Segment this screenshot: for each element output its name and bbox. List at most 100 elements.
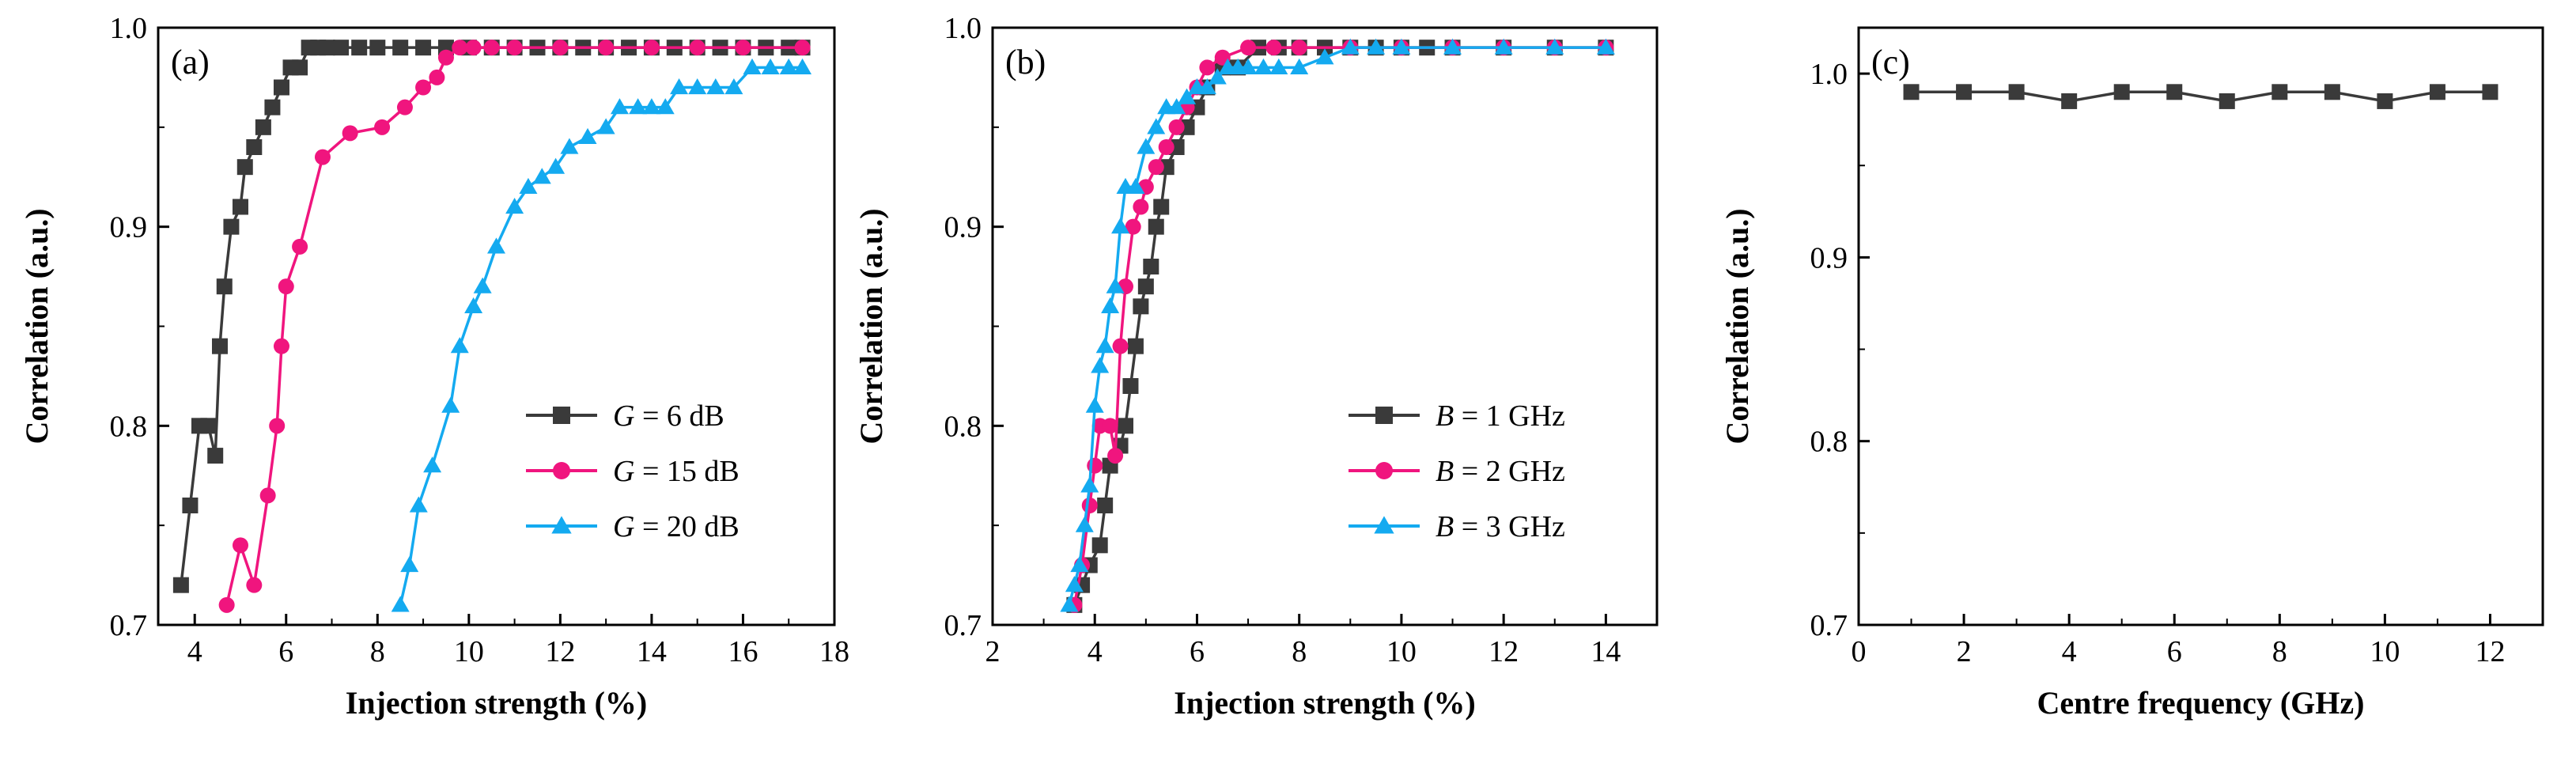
panel-a-series-line [399, 66, 803, 606]
panel-b-data-point [1315, 48, 1334, 65]
panel-a-x-tick-label: 8 [370, 635, 385, 668]
panel-b-legend-label: B = 1 GHz [1436, 399, 1565, 433]
panel-b-data-point [1148, 159, 1164, 176]
panel-b-data-point [1596, 38, 1615, 55]
panel-b-data-point [1075, 516, 1094, 532]
panel-a-data-point [578, 127, 597, 145]
panel-c-series-1 [1903, 84, 2498, 109]
panel-c-data-point [2429, 84, 2445, 100]
panel-a-data-point [688, 78, 707, 95]
panel-a-data-point [519, 177, 538, 194]
panel-a-data-point [246, 139, 263, 155]
panel-c-data-point [2166, 84, 2183, 100]
panel-b-data-point [1443, 38, 1462, 55]
panel-a-data-point [342, 125, 358, 142]
panel-b-data-point [1199, 59, 1216, 76]
panel-b-data-point [1080, 476, 1099, 493]
panel-b-legend-label: B = 2 GHz [1436, 455, 1565, 488]
panel-a-data-point [465, 40, 482, 56]
panel-a-legend-label: G = 6 dB [613, 399, 724, 433]
panel-b-data-point [1095, 337, 1114, 354]
panel-b-data-point [1097, 498, 1114, 513]
panel-a-legend-label: G = 20 dB [613, 510, 740, 543]
panel-a-y-tick-label: 1.0 [110, 12, 148, 45]
panel-a-x-tick-label: 18 [819, 635, 849, 668]
panel-a-data-point [505, 198, 524, 214]
panel-b-data-point [1148, 218, 1164, 235]
panel-b-x-tick-label: 8 [1292, 635, 1307, 668]
panel-a-data-point [794, 40, 811, 56]
panel-a-data-point [259, 487, 276, 504]
panel-b-data-point [1125, 218, 1141, 235]
panel-c-x-axis-title: Centre frequency (GHz) [2037, 685, 2365, 721]
panel-b-data-point [1367, 38, 1386, 55]
panel-a-data-point [441, 396, 460, 413]
panel-a-data-point [292, 238, 308, 255]
panel-a-x-tick-label: 10 [454, 635, 484, 668]
panel-a-data-point [743, 58, 762, 74]
panel-b-data-point [1118, 418, 1133, 434]
panel-a-data-point [392, 40, 409, 56]
panel-b-data-point [1133, 298, 1149, 315]
panel-a-data-point [374, 119, 391, 135]
panel-c-x-tick-label: 10 [2370, 635, 2400, 668]
panel-a-data-point [429, 69, 445, 85]
panel-c-x-tick-label: 4 [2062, 635, 2077, 668]
panel-b-data-point [1290, 58, 1309, 74]
panel-b-x-tick-label: 10 [1386, 635, 1417, 668]
panel-b-panel-label: (b) [1005, 43, 1046, 81]
panel-c-x-tick-label: 12 [2475, 635, 2505, 668]
panel-a-data-point [264, 99, 281, 115]
panel-c-y-tick-label: 0.7 [1810, 609, 1848, 642]
panel-a-data-point [396, 99, 413, 115]
panel-a-data-point [415, 40, 432, 56]
panel-a-data-point [670, 78, 689, 95]
panel-a-data-point [273, 79, 289, 96]
panel-a-data-point [246, 577, 263, 593]
panel-b-data-point [1147, 118, 1166, 134]
panel-a-panel-label: (a) [171, 43, 210, 81]
panel-c-centre-frequency: 0 2 4 6 8 10 12 0.7 0.8 0.9 1.0 Centre frequency (G… [1719, 26, 2544, 721]
panel-a-y-tick-label: 0.9 [110, 211, 148, 244]
panel-c-y-tick-label: 0.9 [1810, 241, 1848, 274]
panel-a-data-point [656, 98, 675, 115]
panel-c-y-tick-label: 1.0 [1810, 58, 1848, 91]
panel-c-data-point [1903, 84, 1920, 100]
panel-b-x-tick-label: 14 [1591, 635, 1621, 668]
panel-b-injection-strength-bandwidth: 2 4 6 8 10 12 14 0.7 0.8 0.9 1.0 Injection strength… [853, 12, 1659, 721]
panel-a-data-point [182, 498, 199, 513]
panel-c-data-point [2324, 84, 2340, 100]
panel-a-data-point [483, 40, 500, 56]
panel-a-data-point [610, 98, 629, 115]
panel-a-y-axis-title: Correlation (a.u.) [19, 208, 55, 444]
panel-a-data-point [278, 278, 294, 295]
panel-a-x-tick-label: 16 [728, 635, 758, 668]
panel-a-data-point [532, 168, 551, 184]
panel-a-data-point [423, 456, 442, 473]
panel-c-data-point [2219, 93, 2235, 109]
panel-b-data-point [1167, 98, 1186, 115]
panel-a-legend-marker [553, 407, 570, 424]
panel-a-x-tick-label: 4 [187, 635, 202, 668]
panel-c-plot-frame [1857, 26, 2544, 626]
panel-a-legend-marker [551, 516, 572, 534]
panel-a-injection-strength-gain: 4 6 8 10 12 14 16 18 0.7 0.8 0.9 1.0 Injection stren… [19, 12, 849, 721]
panel-c-y-tick-label: 0.8 [1810, 426, 1848, 459]
panel-b-legend-marker [1375, 407, 1393, 424]
panel-b-data-point [1081, 498, 1098, 513]
panel-b-x-tick-label: 2 [985, 635, 1001, 668]
panel-c-data-point [2377, 93, 2393, 109]
panel-a-legend-marker [553, 462, 570, 479]
panel-b-data-point [1269, 58, 1288, 74]
panel-c-data-point [1956, 84, 1973, 100]
panel-b-data-point [1102, 418, 1118, 434]
panel-b-data-point [1153, 199, 1170, 215]
panel-a-x-axis-title: Injection strength (%) [346, 685, 647, 721]
panel-a-data-point [292, 59, 308, 76]
panel-a-data-point [452, 40, 468, 56]
panel-a-data-point [793, 58, 812, 74]
panel-a-data-point [232, 537, 248, 554]
panel-b-data-point [1126, 177, 1145, 194]
panel-b-data-point [1112, 338, 1129, 354]
